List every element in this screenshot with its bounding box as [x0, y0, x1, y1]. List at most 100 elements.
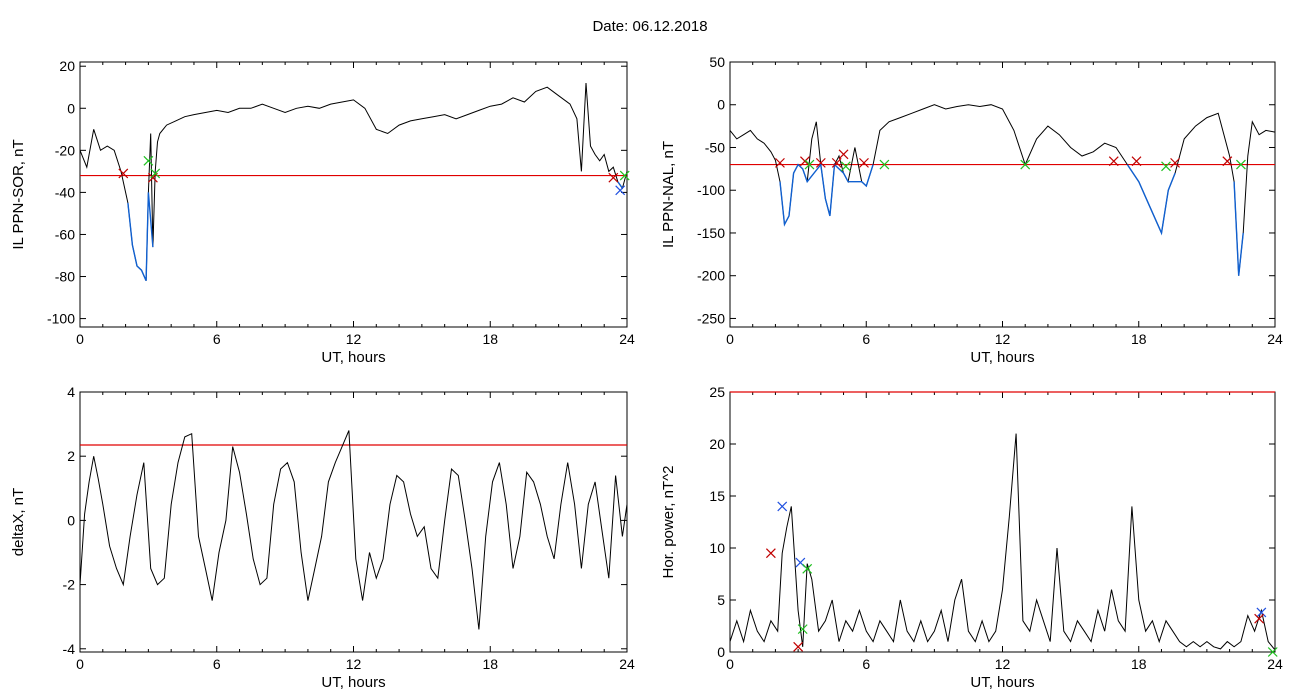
- x-axis-label: UT, hours: [970, 674, 1034, 691]
- marker-stroke: [840, 161, 851, 172]
- event-marker-red: [831, 157, 842, 168]
- marker-stroke: [1254, 613, 1265, 624]
- x-tick-label: 18: [1131, 656, 1147, 672]
- marker-stroke: [777, 501, 788, 512]
- marker-stroke: [150, 168, 161, 179]
- marker-stroke: [1161, 161, 1171, 172]
- chart-panel-1: 0 6 12 18 24 20 0 -20 -40 -60 -80 -100 UT, hours IL P…: [10, 58, 635, 366]
- y-tick-label: 0: [67, 512, 75, 528]
- marker-stroke: [838, 149, 849, 160]
- event-marker-red: [1170, 157, 1181, 168]
- event-marker-green: [802, 563, 813, 574]
- y-tick-label: 0: [67, 100, 75, 116]
- y-tick-label: 4: [67, 384, 75, 400]
- event-marker-red: [1108, 156, 1119, 167]
- y-tick-label: 20: [709, 436, 725, 452]
- x-tick-label: 24: [1267, 331, 1283, 347]
- y-tick-label: -2: [63, 577, 76, 593]
- event-marker-blue: [1256, 607, 1267, 618]
- marker-stroke: [775, 157, 785, 168]
- event-marker-red: [793, 641, 804, 652]
- y-tick-label: 20: [59, 58, 75, 74]
- x-tick-label: 12: [346, 331, 362, 347]
- y-axis-label: deltaX, nT: [10, 488, 27, 556]
- marker-stroke: [1256, 607, 1267, 618]
- marker-stroke: [831, 157, 842, 168]
- series-line: [729, 433, 1276, 651]
- y-tick-label: -50: [705, 139, 725, 155]
- x-axis-label: UT, hours: [321, 349, 385, 366]
- event-marker-red: [815, 157, 826, 168]
- event-marker-green: [619, 170, 630, 181]
- x-tick-label: 12: [346, 656, 362, 672]
- y-tick-label: -150: [697, 225, 725, 241]
- event-marker-green: [1267, 647, 1278, 657]
- x-tick-label: 0: [76, 656, 84, 672]
- x-tick-label: 6: [213, 331, 221, 347]
- x-tick-label: 6: [862, 331, 870, 347]
- marker-stroke: [1108, 156, 1119, 167]
- event-marker-red: [838, 149, 849, 160]
- y-tick-label: 15: [709, 488, 725, 504]
- x-axis-label: UT, hours: [970, 349, 1034, 366]
- marker-stroke: [859, 157, 869, 168]
- marker-stroke: [804, 159, 815, 170]
- y-tick-label: -80: [55, 269, 75, 285]
- event-marker-green: [840, 161, 851, 172]
- highlight-segment: [127, 192, 154, 281]
- marker-stroke: [793, 641, 804, 652]
- x-tick-label: 24: [619, 656, 635, 672]
- event-marker-blue: [615, 185, 626, 196]
- series-line: [79, 82, 628, 281]
- x-axis-label: UT, hours: [321, 674, 385, 691]
- marker-stroke: [1020, 159, 1031, 170]
- y-tick-label: 10: [709, 540, 725, 556]
- marker-stroke: [815, 157, 826, 168]
- y-tick-label: 50: [709, 54, 725, 70]
- event-marker-green: [143, 155, 154, 166]
- x-tick-label: 0: [76, 331, 84, 347]
- event-marker-red: [1254, 613, 1265, 624]
- marker-stroke: [118, 168, 129, 179]
- event-marker-green: [804, 159, 815, 170]
- marker-stroke: [1131, 156, 1142, 167]
- x-tick-label: 18: [482, 331, 498, 347]
- chart-panel-3: 0 6 12 18 24 4 2 0 -2 -4 UT, hours deltaX, nT: [10, 384, 635, 691]
- event-marker-green: [1020, 159, 1031, 170]
- highlight-segment: [617, 181, 623, 189]
- y-tick-label: -60: [55, 226, 75, 242]
- marker-stroke: [879, 159, 890, 170]
- x-tick-label: 6: [213, 656, 221, 672]
- x-tick-label: 0: [726, 331, 734, 347]
- plot-frame: [729, 61, 1276, 328]
- figure-title: Date: 06.12.2018: [592, 18, 708, 35]
- y-tick-label: 2: [67, 448, 75, 464]
- y-tick-label: 5: [717, 592, 725, 608]
- y-axis-label: IL PPN-SOR, nT: [10, 139, 27, 249]
- x-tick-label: 18: [1131, 331, 1147, 347]
- marker-stroke: [1267, 647, 1278, 657]
- marker-stroke: [797, 624, 808, 635]
- y-tick-label: 0: [717, 97, 725, 113]
- marker-stroke: [795, 557, 806, 568]
- event-marker-green: [150, 168, 161, 179]
- event-marker-blue: [777, 501, 788, 512]
- event-marker-green: [1161, 161, 1171, 172]
- y-tick-label: -200: [697, 268, 725, 284]
- chart-panel-2: 0 6 12 18 24 50 0 -50 -100 -150 -200 -250 UT, hours I…: [660, 54, 1283, 366]
- event-marker-red: [765, 548, 776, 559]
- event-marker-green: [1236, 159, 1246, 170]
- y-tick-label: -100: [47, 311, 75, 327]
- highlight-segment: [1233, 181, 1244, 276]
- event-marker-green: [879, 159, 890, 170]
- event-marker-red: [118, 168, 129, 179]
- marker-stroke: [802, 563, 813, 574]
- highlight-segment: [779, 162, 874, 227]
- y-tick-label: -100: [697, 182, 725, 198]
- marker-stroke: [1222, 156, 1233, 167]
- y-tick-label: 0: [717, 644, 725, 660]
- event-marker-green: [797, 624, 808, 635]
- marker-stroke: [608, 172, 619, 183]
- y-axis-label: Hor. power, nT^2: [660, 466, 677, 579]
